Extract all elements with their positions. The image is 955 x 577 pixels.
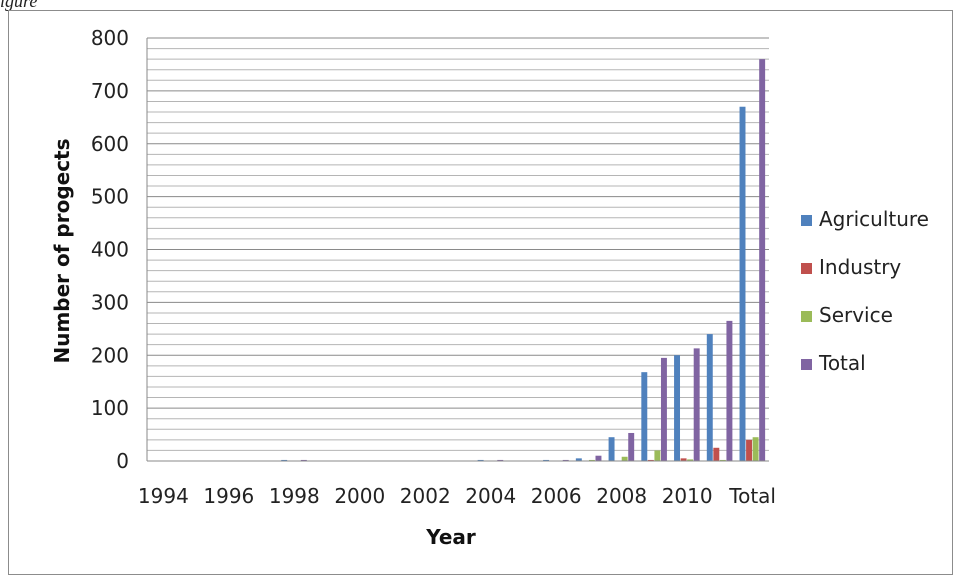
bar-agriculture-2004	[477, 459, 484, 461]
bar-agriculture-total	[739, 106, 746, 462]
legend-label-service: Service	[819, 303, 893, 327]
legend-label-agriculture: Agriculture	[819, 207, 929, 231]
x-tick-label: 1994	[138, 484, 189, 508]
y-axis-title: Number of progects	[50, 138, 74, 363]
x-tick-label: 2008	[596, 484, 647, 508]
y-tick-label: 0	[116, 449, 129, 473]
bar-industry-total	[746, 439, 753, 461]
bar-chart: 0 100 200 300 400 500 600 700 800 1994 1996 1998 20…	[50, 26, 929, 549]
y-tick-labels: 0 100 200 300 400 500 600 700 800	[91, 26, 129, 473]
bar-service-total	[752, 437, 759, 461]
bar-agriculture-2010	[674, 355, 681, 461]
x-tick-label: Total	[728, 484, 776, 508]
x-tick-label: 2010	[662, 484, 713, 508]
bar-service-2011	[719, 459, 726, 461]
bar-industry-2011	[713, 447, 720, 461]
x-tick-labels: 1994 1996 1998 2000 2002 2004 2006 2008 2010 Tota…	[138, 484, 776, 508]
bar-agriculture-2009	[641, 372, 648, 461]
legend-swatch-service	[801, 311, 812, 322]
y-tick-label: 500	[91, 185, 129, 209]
bar-industry-2009	[647, 459, 654, 461]
x-axis-title: Year	[425, 525, 476, 549]
bar-total-2006	[562, 459, 569, 461]
bar-agriculture-2006	[543, 459, 550, 461]
bar-total-2008	[628, 432, 635, 461]
bar-agriculture-2008	[608, 437, 615, 461]
axes	[146, 38, 769, 462]
bar-service-2010	[687, 459, 694, 461]
x-tick-label: 1996	[203, 484, 254, 508]
bar-agriculture-2007	[575, 458, 582, 461]
bar-total-2011	[726, 320, 733, 461]
y-tick-label: 400	[91, 238, 129, 262]
y-tick-label: 300	[91, 290, 129, 314]
x-tick-label: 2002	[400, 484, 451, 508]
bar-total-total	[759, 59, 766, 462]
bar-group	[281, 59, 766, 462]
bar-service-2008	[621, 456, 628, 461]
bar-agriculture-1998	[281, 459, 288, 461]
bar-service-2009	[654, 450, 661, 461]
bar-total-2010	[693, 348, 700, 461]
bar-industry-2010	[680, 458, 687, 461]
bar-total-1998	[300, 459, 307, 461]
x-tick-label: 2000	[334, 484, 385, 508]
legend-swatch-total	[801, 359, 812, 370]
x-tick-label: 1998	[269, 484, 320, 508]
legend-swatch-industry	[801, 263, 812, 274]
legend-swatch-agriculture	[801, 215, 812, 226]
x-tick-label: 2006	[531, 484, 582, 508]
bar-service-2007	[588, 459, 595, 461]
y-tick-label: 700	[91, 79, 129, 103]
y-tick-label: 600	[91, 132, 129, 156]
legend-label-total: Total	[818, 351, 866, 375]
bar-agriculture-2011	[706, 334, 713, 461]
bar-total-2007	[595, 455, 602, 461]
x-tick-label: 2004	[465, 484, 516, 508]
bar-total-2009	[660, 357, 667, 461]
y-tick-label: 800	[91, 26, 129, 50]
y-tick-label: 100	[91, 396, 129, 420]
chart-frame: 0 100 200 300 400 500 600 700 800 1994 1996 1998 20…	[8, 10, 953, 575]
legend: Agriculture Industry Service Total	[801, 207, 929, 375]
y-tick-label: 200	[91, 343, 129, 367]
bar-total-2004	[497, 459, 504, 461]
caption-fragment: igure	[0, 0, 38, 11]
legend-label-industry: Industry	[819, 255, 901, 279]
